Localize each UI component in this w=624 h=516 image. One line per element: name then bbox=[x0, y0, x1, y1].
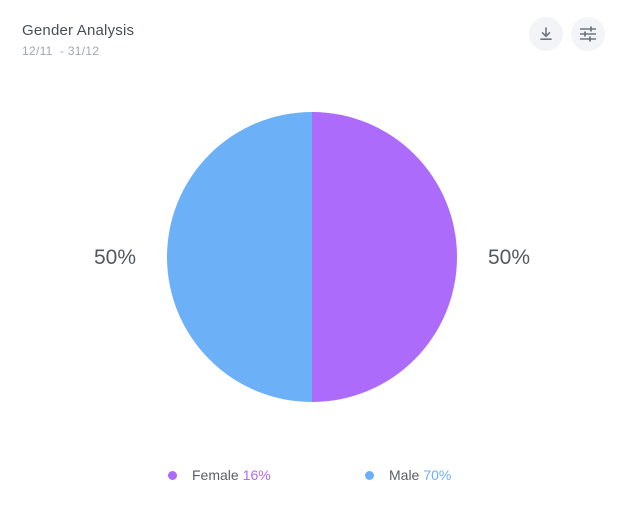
chart-title: Gender Analysis bbox=[22, 22, 135, 39]
legend-item-male[interactable]: Male 70% bbox=[365, 467, 451, 483]
download-button[interactable] bbox=[529, 17, 563, 51]
legend-dot-male bbox=[365, 470, 374, 480]
pie-label-female: 50% bbox=[488, 246, 530, 269]
legend-label-male: Male bbox=[389, 467, 420, 483]
chart-settings-button[interactable] bbox=[571, 17, 605, 51]
pie-slice-female[interactable] bbox=[312, 112, 457, 402]
legend-pct-female: 16% bbox=[242, 467, 271, 483]
pie-chart: 50% 50% bbox=[94, 112, 530, 402]
pie-slice-male[interactable] bbox=[167, 112, 312, 402]
legend-item-female[interactable]: Female 16% bbox=[168, 467, 271, 483]
download-icon bbox=[540, 27, 552, 40]
legend-dot-female bbox=[168, 470, 177, 480]
date-range: 12/11 - 31/12 bbox=[22, 44, 100, 58]
sliders-icon bbox=[580, 26, 596, 42]
pie-label-male: 50% bbox=[94, 246, 136, 269]
legend-label-female: Female bbox=[192, 467, 239, 483]
chart-legend: Female 16% Male 70% bbox=[0, 467, 624, 487]
legend-pct-male: 70% bbox=[423, 467, 452, 483]
